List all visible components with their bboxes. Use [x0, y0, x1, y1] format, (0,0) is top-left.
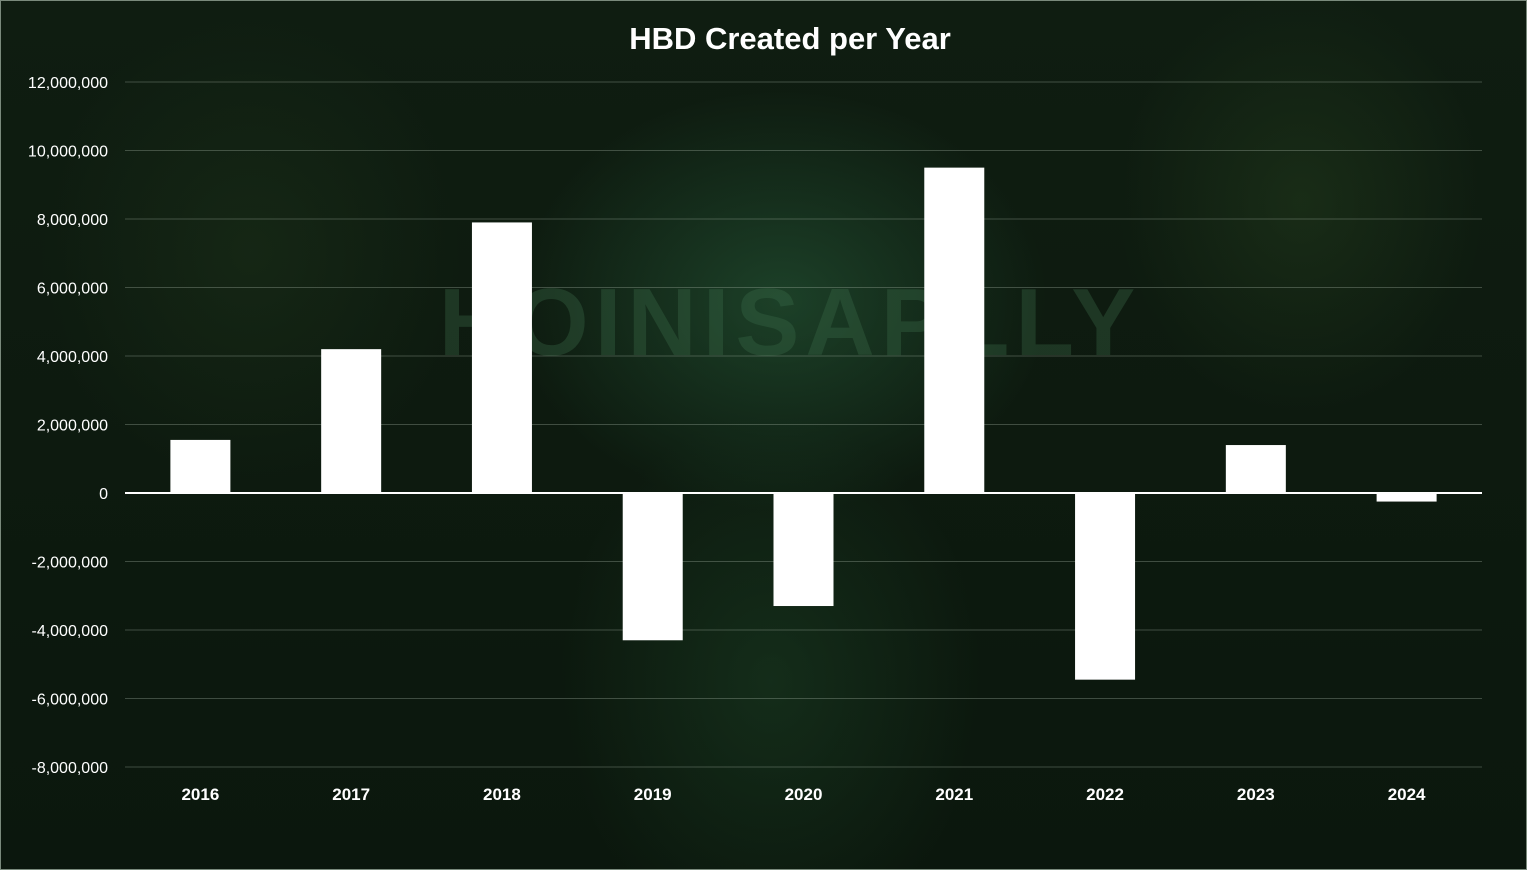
bar-2020	[773, 493, 834, 607]
x-tick-label: 2018	[483, 785, 521, 804]
x-tick-label: 2020	[785, 785, 823, 804]
x-tick-label: 2019	[634, 785, 672, 804]
gridlines	[125, 81, 1482, 768]
background-watermark: HOINISAPLLY	[439, 269, 1142, 376]
x-tick-label: 2023	[1237, 785, 1275, 804]
bar-2019	[622, 493, 683, 641]
bar-2024	[1376, 493, 1437, 502]
y-tick-label: 12,000,000	[28, 75, 108, 92]
bar-2018	[471, 222, 532, 494]
y-tick-label: -6,000,000	[31, 692, 108, 709]
y-axis-ticks: 12,000,000 10,000,000 8,000,000 6,000,000 4,…	[28, 75, 108, 777]
y-tick-label: -8,000,000	[31, 760, 108, 777]
bars	[170, 167, 1437, 680]
x-tick-label: 2017	[332, 785, 370, 804]
y-tick-label: 6,000,000	[37, 281, 108, 298]
x-tick-label: 2024	[1388, 785, 1426, 804]
y-tick-label: 4,000,000	[37, 349, 108, 366]
y-tick-label: 0	[99, 486, 108, 503]
bar-2023	[1225, 445, 1286, 493]
bar-2016	[170, 439, 231, 493]
x-tick-label: 2021	[935, 785, 973, 804]
y-tick-label: 10,000,000	[28, 144, 108, 161]
bar-2021	[924, 167, 985, 493]
y-tick-label: 8,000,000	[37, 212, 108, 229]
y-tick-label: 2,000,000	[37, 418, 108, 435]
x-tick-label: 2016	[181, 785, 219, 804]
bar-2022	[1075, 493, 1136, 680]
y-tick-label: -4,000,000	[31, 623, 108, 640]
y-tick-label: -2,000,000	[31, 555, 108, 572]
chart-title: HBD Created per Year	[629, 21, 951, 56]
x-axis-ticks: 2016 2017 2018 2019 2020 2021 2022 2023 2024	[181, 785, 1426, 804]
x-tick-label: 2022	[1086, 785, 1124, 804]
bar-2017	[321, 349, 382, 493]
